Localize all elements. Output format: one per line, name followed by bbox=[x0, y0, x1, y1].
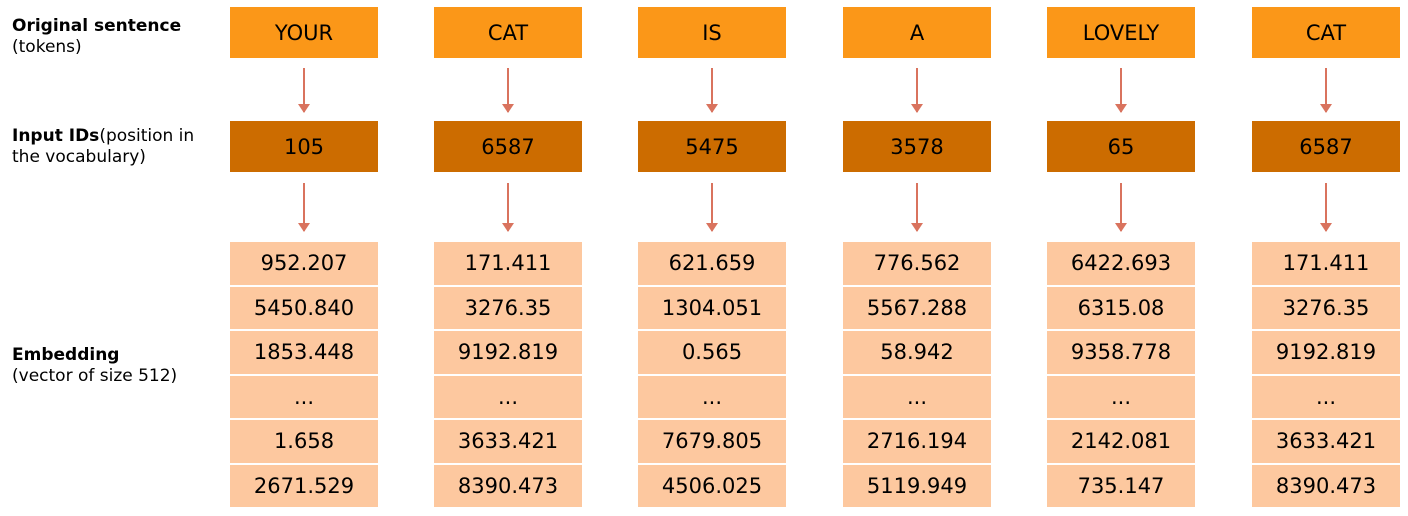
token-box: IS bbox=[638, 7, 786, 58]
embedding-value: 3633.421 bbox=[1252, 420, 1400, 463]
arrow-down-icon bbox=[298, 68, 310, 113]
arrow-down-icon bbox=[706, 68, 718, 113]
embedding-value: ... bbox=[1047, 375, 1195, 418]
embedding-value: ... bbox=[230, 375, 378, 418]
arrow-down-icon bbox=[1320, 183, 1332, 232]
embedding-value: 6422.693 bbox=[1047, 242, 1195, 285]
arrow-down-icon bbox=[1320, 68, 1332, 113]
embedding-value: 3276.35 bbox=[434, 286, 582, 329]
embedding-value: 5450.840 bbox=[230, 286, 378, 329]
arrow-down-icon bbox=[502, 68, 514, 113]
embedding-value: 735.147 bbox=[1047, 464, 1195, 507]
embedding-vector: 621.659 1304.051 0.565... 7679.805 4506.025 bbox=[638, 242, 786, 509]
embedding-value: ... bbox=[434, 375, 582, 418]
embedding-value: 621.659 bbox=[638, 242, 786, 285]
token-box: LOVELY bbox=[1047, 7, 1195, 58]
arrow-down-icon bbox=[1115, 183, 1127, 232]
embedding-value: 171.411 bbox=[1252, 242, 1400, 285]
input-ids-label: Input IDs(position in the vocabulary) bbox=[12, 126, 194, 168]
input-id-box: 6587 bbox=[434, 121, 582, 172]
embedding-value: 9192.819 bbox=[434, 331, 582, 374]
token-box: CAT bbox=[434, 7, 582, 58]
embedding-vector: 171.411 3276.35 9192.819... 3633.421 8390.47… bbox=[434, 242, 582, 509]
input-ids-subtitle: the vocabulary) bbox=[12, 147, 146, 167]
arrow-down-icon bbox=[298, 183, 310, 232]
tokens-subtitle: (tokens) bbox=[12, 37, 82, 57]
token-box: CAT bbox=[1252, 7, 1400, 58]
embedding-value: 8390.473 bbox=[434, 464, 582, 507]
embedding-value: 9358.778 bbox=[1047, 331, 1195, 374]
arrow-down-icon bbox=[706, 183, 718, 232]
embedding-value: 1853.448 bbox=[230, 331, 378, 374]
embedding-value: 7679.805 bbox=[638, 420, 786, 463]
embedding-value: 58.942 bbox=[843, 331, 991, 374]
embedding-value: ... bbox=[638, 375, 786, 418]
arrow-down-icon bbox=[1115, 68, 1127, 113]
arrow-down-icon bbox=[911, 183, 923, 232]
original-sentence-title: Original sentence bbox=[12, 16, 182, 36]
embedding-value: 2716.194 bbox=[843, 420, 991, 463]
embedding-value: 6315.08 bbox=[1047, 286, 1195, 329]
embedding-value: 5567.288 bbox=[843, 286, 991, 329]
embedding-subtitle: (vector of size 512) bbox=[12, 366, 178, 386]
embedding-value: 1304.051 bbox=[638, 286, 786, 329]
embedding-value: 0.565 bbox=[638, 331, 786, 374]
embedding-value: 4506.025 bbox=[638, 464, 786, 507]
embedding-label: Embedding (vector of size 512) bbox=[12, 345, 177, 387]
embedding-value: 9192.819 bbox=[1252, 331, 1400, 374]
embedding-value: 2671.529 bbox=[230, 464, 378, 507]
token-box: A bbox=[843, 7, 991, 58]
embedding-value: 952.207 bbox=[230, 242, 378, 285]
original-sentence-label: Original sentence (tokens) bbox=[12, 16, 181, 58]
arrow-down-icon bbox=[502, 183, 514, 232]
input-id-box: 5475 bbox=[638, 121, 786, 172]
input-ids-title: Input IDs bbox=[12, 126, 100, 146]
embedding-value: 5119.949 bbox=[843, 464, 991, 507]
embedding-vector: 952.207 5450.840 1853.448... 1.658 2671.529 bbox=[230, 242, 378, 509]
input-id-box: 3578 bbox=[843, 121, 991, 172]
embedding-title: Embedding bbox=[12, 345, 120, 365]
embedding-vector: 6422.693 6315.08 9358.778... 2142.081 735.14… bbox=[1047, 242, 1195, 509]
embedding-value: ... bbox=[1252, 375, 1400, 418]
arrow-down-icon bbox=[911, 68, 923, 113]
embedding-value: ... bbox=[843, 375, 991, 418]
embedding-value: 3633.421 bbox=[434, 420, 582, 463]
embedding-vector: 776.562 5567.288 58.942... 2716.194 5119.949 bbox=[843, 242, 991, 509]
input-id-box: 65 bbox=[1047, 121, 1195, 172]
input-id-box: 6587 bbox=[1252, 121, 1400, 172]
embedding-vector: 171.411 3276.35 9192.819... 3633.421 8390.47… bbox=[1252, 242, 1400, 509]
input-ids-title-rest: (position in bbox=[99, 126, 195, 146]
token-box: YOUR bbox=[230, 7, 378, 58]
embedding-value: 2142.081 bbox=[1047, 420, 1195, 463]
input-id-box: 105 bbox=[230, 121, 378, 172]
embedding-value: 1.658 bbox=[230, 420, 378, 463]
embedding-value: 171.411 bbox=[434, 242, 582, 285]
embedding-value: 8390.473 bbox=[1252, 464, 1400, 507]
embedding-value: 776.562 bbox=[843, 242, 991, 285]
embedding-value: 3276.35 bbox=[1252, 286, 1400, 329]
